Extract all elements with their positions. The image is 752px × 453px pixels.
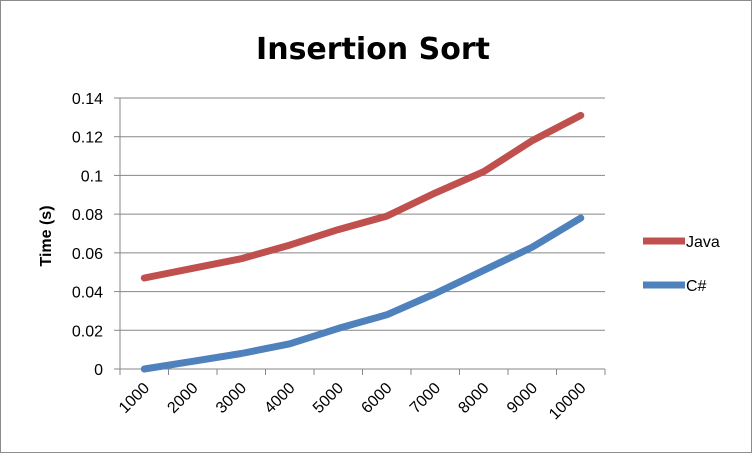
y-tick-label: 0 [94, 362, 103, 379]
y-tick-label: 0.02 [72, 323, 103, 340]
x-tick-label: 1000 [116, 380, 153, 417]
x-tick-label: 9000 [504, 380, 541, 417]
y-tick-label: 0.06 [72, 246, 103, 263]
x-tick-label: 7000 [407, 380, 444, 417]
legend-label: C# [686, 278, 707, 295]
x-tick-label: 5000 [310, 380, 347, 417]
x-tick-label: 6000 [358, 380, 395, 417]
y-tick-label: 0.12 [72, 130, 103, 147]
x-tick-label: 2000 [164, 380, 201, 417]
y-axis-label: Time (s) [38, 205, 55, 266]
legend-label: Java [686, 234, 720, 251]
y-tick-label: 0.08 [72, 207, 103, 224]
y-tick-label: 0.1 [81, 168, 103, 185]
y-tick-label: 0.04 [72, 285, 103, 302]
series-lines [140, 111, 585, 373]
x-tick-label: 3000 [213, 380, 250, 417]
x-tick-labels: 1000 2000 3000 4000 5000 6000 7000 8000 9000 1000… [116, 380, 590, 424]
x-tick-label: 8000 [455, 380, 492, 417]
series-line-c-sharp [140, 214, 585, 373]
series-line-java [140, 111, 585, 282]
gridlines [114, 97, 606, 375]
x-tick-label: 10000 [546, 380, 590, 424]
y-tick-label: 0.14 [72, 91, 103, 108]
chart-title: Insertion Sort [256, 32, 490, 67]
legend: Java C# [643, 234, 720, 295]
x-tick-label: 4000 [261, 380, 298, 417]
y-tick-labels: 0 0.02 0.04 0.06 0.08 0.1 0.12 0.14 [72, 91, 103, 379]
